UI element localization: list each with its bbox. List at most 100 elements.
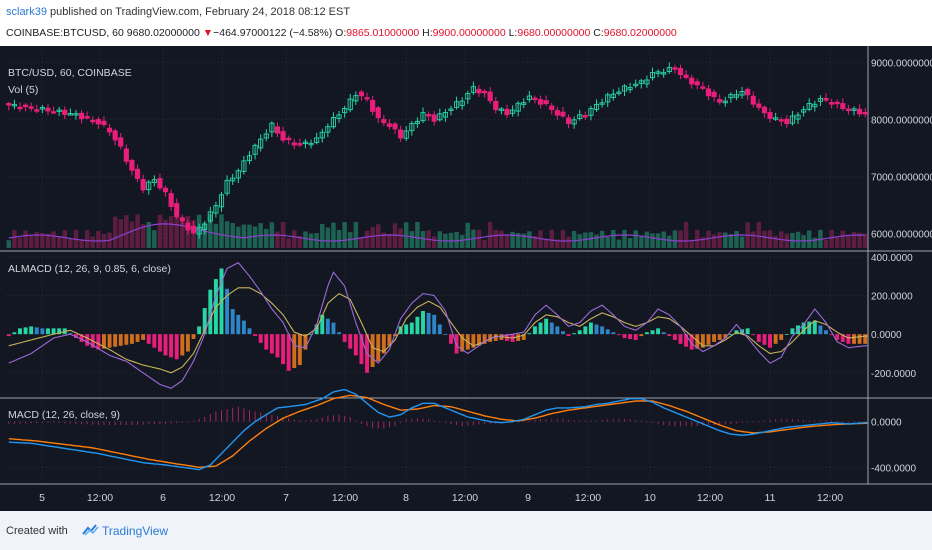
- almacd-histogram-bar: [852, 334, 856, 344]
- macd-histogram-bar: [159, 421, 161, 425]
- candle-body: [302, 141, 309, 145]
- macd-histogram-bar: [254, 411, 256, 422]
- macd-histogram-bar: [131, 421, 133, 425]
- candle-body: [610, 93, 616, 98]
- candle-body: [431, 114, 437, 122]
- candle-body: [717, 98, 723, 103]
- volume-bar: [577, 234, 582, 248]
- macd-histogram-bar: [467, 421, 469, 426]
- volume-bar: [521, 233, 526, 248]
- candle-body: [465, 93, 471, 100]
- macd-histogram-bar: [148, 421, 150, 425]
- candle-body: [190, 225, 197, 234]
- candle-body: [73, 113, 79, 116]
- quote-line: COINBASE:BTCUSD, 60 9680.02000000 ▼−464.…: [6, 27, 677, 39]
- macd-histogram-bar: [248, 410, 250, 422]
- almacd-histogram-bar: [18, 328, 22, 335]
- almacd-histogram-bar: [588, 322, 593, 335]
- volume-bar: [739, 236, 745, 248]
- volume-bar: [543, 238, 549, 248]
- author-link[interactable]: sclark39: [6, 6, 47, 18]
- chart-title: BTC/USD, 60, COINBASE: [8, 67, 132, 79]
- almacd-histogram-bar: [292, 334, 297, 368]
- macd-histogram-bar: [836, 421, 838, 422]
- volume-bar: [700, 236, 706, 248]
- almacd-histogram-bar: [443, 334, 448, 335]
- close-value: 9680.02000000: [603, 27, 677, 39]
- macd-histogram-bar: [786, 419, 788, 422]
- macd-histogram-bar: [64, 421, 66, 424]
- almacd-histogram-bar: [762, 334, 767, 345]
- almacd-title: ALMACD (12, 26, 9, 0.85, 6, close): [8, 263, 171, 275]
- almacd-histogram-bar: [678, 334, 683, 344]
- almacd-fast-line: [8, 262, 868, 389]
- macd-histogram-bar: [276, 415, 278, 422]
- candle-body: [370, 99, 376, 112]
- almacd-histogram-bar: [258, 334, 263, 343]
- almacd-histogram-bar: [40, 328, 45, 335]
- candle-body: [655, 71, 661, 74]
- candle-body: [504, 108, 510, 116]
- macd-histogram-bar: [198, 418, 200, 422]
- macd-histogram-bar: [568, 419, 570, 422]
- macd-histogram-bar: [165, 421, 167, 424]
- created-with-text: Created with: [6, 525, 68, 537]
- volume-bar: [219, 214, 224, 248]
- volume-bar: [667, 235, 672, 248]
- tradingview-brand[interactable]: TradingView: [102, 524, 169, 538]
- price-tick-label: 8000.00000000: [871, 115, 932, 126]
- volume-bar: [51, 231, 56, 248]
- volume-bar: [622, 229, 627, 248]
- macd-histogram-bar: [221, 410, 222, 422]
- candle-body: [795, 114, 801, 120]
- candle-body: [297, 143, 303, 146]
- macd-histogram-bar: [646, 421, 648, 423]
- volume-bar: [583, 232, 588, 248]
- macd-histogram-bar: [573, 420, 575, 422]
- chart-area[interactable]: 9000.00000000 8000.00000000 7000.00000000 6…: [0, 46, 932, 511]
- volume-bar: [571, 230, 577, 248]
- candle-body: [112, 130, 118, 141]
- almacd-histogram-bar: [174, 334, 179, 360]
- candle-body: [767, 112, 773, 119]
- macd-histogram-bar: [299, 419, 301, 422]
- almacd-histogram-bar: [208, 289, 213, 335]
- volume-bar: [17, 237, 23, 248]
- almacd-histogram-bar: [650, 330, 655, 335]
- close-label: C:: [593, 27, 604, 39]
- macd-histogram-bar: [181, 421, 183, 423]
- macd-histogram-bar: [685, 421, 687, 427]
- candle-body: [448, 108, 454, 111]
- volume-bar: [146, 222, 151, 248]
- volume-bar: [493, 229, 499, 248]
- candle-body: [532, 97, 538, 101]
- candle-body: [845, 108, 851, 112]
- almacd-histogram-bar: [628, 334, 633, 339]
- candle-body: [319, 131, 325, 139]
- macd-histogram-bar: [484, 421, 486, 424]
- almacd-histogram-bar: [381, 334, 386, 354]
- candle-body: [101, 120, 107, 126]
- macd-histogram-bar: [864, 421, 866, 423]
- candle-body: [342, 108, 348, 114]
- almacd-histogram-bar: [807, 321, 812, 335]
- volume-bar: [387, 233, 392, 248]
- macd-histogram-bar: [674, 421, 676, 427]
- candle-body: [95, 119, 101, 125]
- candle-body: [728, 94, 734, 99]
- almacd-histogram-bar: [812, 320, 817, 335]
- volume-bar: [795, 231, 801, 248]
- almacd-histogram-bar: [107, 334, 112, 348]
- macd-histogram-bar: [791, 419, 793, 422]
- macd-histogram-bar: [47, 421, 49, 423]
- candle-body: [823, 97, 829, 101]
- candle-body: [812, 103, 818, 108]
- candle-body: [711, 91, 717, 98]
- macd-histogram-bar: [377, 421, 379, 429]
- candle-body: [616, 91, 622, 94]
- macd-line: [8, 388, 868, 471]
- chart-canvas[interactable]: 9000.00000000 8000.00000000 7000.00000000 6…: [0, 46, 932, 511]
- time-tick-label: 12:00: [332, 492, 358, 504]
- volume-bar: [812, 237, 818, 248]
- header-bar: sclark39 published on TradingView.com, F…: [0, 0, 932, 46]
